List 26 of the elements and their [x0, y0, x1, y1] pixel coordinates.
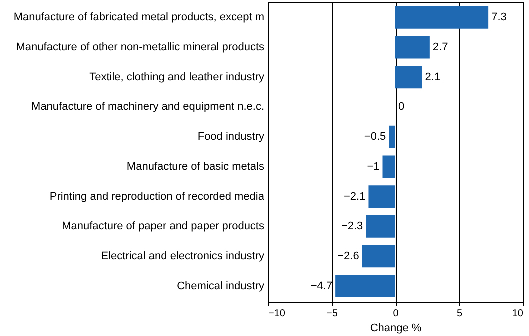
y-tick-label: Chemical industry	[177, 280, 265, 292]
data-label: −2.1	[344, 190, 366, 203]
y-tick-label: Textile, clothing and leather industry	[90, 71, 265, 84]
data-label: 7.3	[492, 12, 507, 24]
data-label: −0.5	[364, 131, 386, 144]
data-label: 0	[398, 101, 405, 114]
x-tick-label: −5	[326, 308, 338, 320]
data-label: −1	[367, 160, 380, 173]
x-tick-label: 10	[512, 308, 524, 320]
data-label: −4.7	[310, 280, 333, 292]
x-axis-title: Change %	[370, 322, 422, 334]
x-tick-label: 0	[393, 308, 400, 320]
y-tick-label: Manufacture of machinery and equipment n.e.c.	[32, 101, 264, 114]
data-label: −2.3	[341, 220, 364, 233]
data-label: 2.1	[425, 71, 441, 84]
y-tick-label: Manufacture of other non-metallic mineral products	[16, 42, 265, 54]
y-tick-label: Electrical and electronics industry	[101, 250, 265, 262]
y-tick-label: Manufacture of fabricated metal products, except m	[14, 12, 264, 24]
y-tick-label: Food industry	[198, 131, 265, 144]
data-label: 2.7	[432, 42, 448, 54]
data-label: −2.6	[338, 250, 360, 262]
y-tick-label: Manufacture of paper and paper products	[62, 220, 265, 233]
y-tick-label: Printing and reproduction of recorded media	[50, 190, 266, 203]
y-tick-label: Manufacture of basic metals	[126, 160, 265, 173]
x-tick-label: 5	[456, 308, 463, 320]
x-tick-label: −10	[268, 308, 286, 320]
